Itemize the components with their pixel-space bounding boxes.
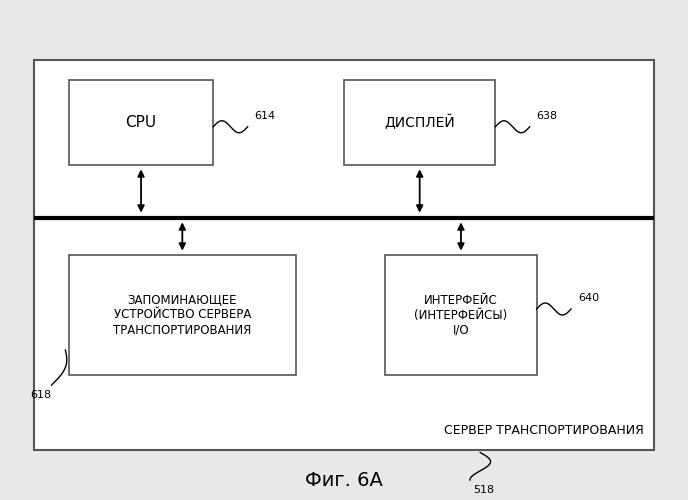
Text: Фиг. 6А: Фиг. 6А	[305, 470, 383, 490]
Bar	[34, 60, 654, 450]
Text: 518: 518	[473, 485, 494, 495]
Text: ИНТЕРФЕЙС
(ИНТЕРФЕЙСЫ)
I/O: ИНТЕРФЕЙС (ИНТЕРФЕЙСЫ) I/O	[414, 294, 508, 337]
Bar	[344, 80, 495, 165]
Bar	[385, 255, 537, 375]
Bar	[69, 255, 296, 375]
Text: ЗАПОМИНАЮЩЕЕ
УСТРОЙСТВО СЕРВЕРА
ТРАНСПОРТИРОВАНИЯ: ЗАПОМИНАЮЩЕЕ УСТРОЙСТВО СЕРВЕРА ТРАНСПОР…	[114, 294, 251, 337]
Text: CPU: CPU	[125, 115, 157, 130]
Bar	[69, 80, 213, 165]
Text: ДИСПЛЕЙ: ДИСПЛЕЙ	[385, 115, 455, 130]
Text: 614: 614	[255, 110, 276, 120]
Text: 618: 618	[31, 390, 52, 400]
Text: 640: 640	[578, 293, 599, 303]
Text: 638: 638	[537, 110, 558, 120]
Text: СЕРВЕР ТРАНСПОРТИРОВАНИЯ: СЕРВЕР ТРАНСПОРТИРОВАНИЯ	[444, 424, 643, 438]
